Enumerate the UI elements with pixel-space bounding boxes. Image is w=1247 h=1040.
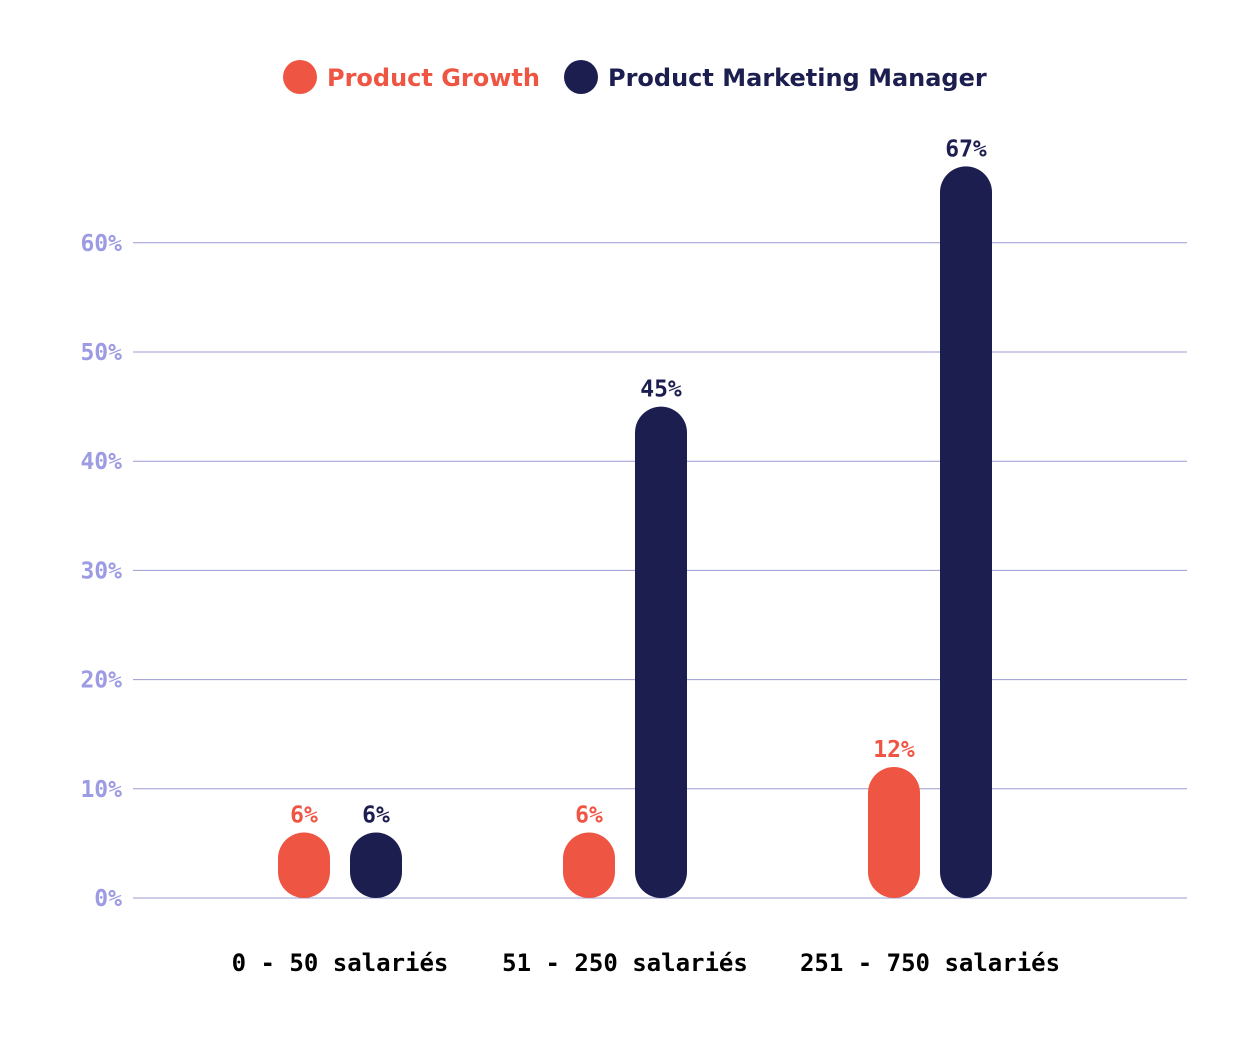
- data-label-product-growth-251-750-salari-s: 12%: [873, 737, 915, 763]
- bar-product-marketing-manager-0-50-salari-s: [350, 832, 402, 898]
- y-tick-label-40: 40%: [80, 449, 122, 475]
- bars: [278, 166, 992, 899]
- y-tick-label-30: 30%: [80, 558, 122, 584]
- y-tick-label-60: 60%: [80, 231, 122, 257]
- x-tick-label-251-750-salari-s: 251 - 750 salariés: [800, 949, 1060, 977]
- x-tick-label-51-250-salari-s: 51 - 250 salariés: [502, 949, 748, 977]
- legend-label-product-marketing-manager: Product Marketing Manager: [608, 64, 987, 92]
- y-tick-label-20: 20%: [80, 668, 122, 694]
- bar-product-growth-251-750-salari-s: [868, 766, 920, 898]
- legend-label-product-growth: Product Growth: [327, 64, 540, 92]
- legend-swatch-product-growth: [283, 60, 317, 94]
- legend: Product Growth Product Marketing Manager: [283, 60, 987, 94]
- data-label-product-growth-51-250-salari-s: 6%: [575, 802, 603, 828]
- data-label-product-marketing-manager-0-50-salari-s: 6%: [362, 802, 390, 828]
- data-label-product-marketing-manager-51-250-salari-s: 45%: [640, 377, 682, 403]
- bar-product-growth-51-250-salari-s: [563, 832, 615, 898]
- y-tick-label-0: 0%: [94, 886, 122, 912]
- y-tick-label-10: 10%: [80, 777, 122, 803]
- legend-swatch-product-marketing-manager: [564, 60, 598, 94]
- x-tick-label-0-50-salari-s: 0 - 50 salariés: [232, 949, 449, 977]
- y-axis-ticks: 0% 10% 20% 30% 40% 50% 60%: [80, 231, 122, 912]
- y-tick-label-50: 50%: [80, 340, 122, 366]
- data-labels: 6% 6% 6% 45% 12% 67%: [290, 136, 987, 828]
- data-label-product-growth-0-50-salari-s: 6%: [290, 802, 318, 828]
- x-axis-labels: 0 - 50 salariés 51 - 250 salariés 251 - 75…: [232, 949, 1060, 977]
- bar-product-marketing-manager-51-250-salari-s: [635, 406, 687, 898]
- bar-product-marketing-manager-251-750-salari-s: [940, 166, 992, 899]
- data-label-product-marketing-manager-251-750-salari-s: 67%: [945, 136, 987, 162]
- bar-product-growth-0-50-salari-s: [278, 832, 330, 898]
